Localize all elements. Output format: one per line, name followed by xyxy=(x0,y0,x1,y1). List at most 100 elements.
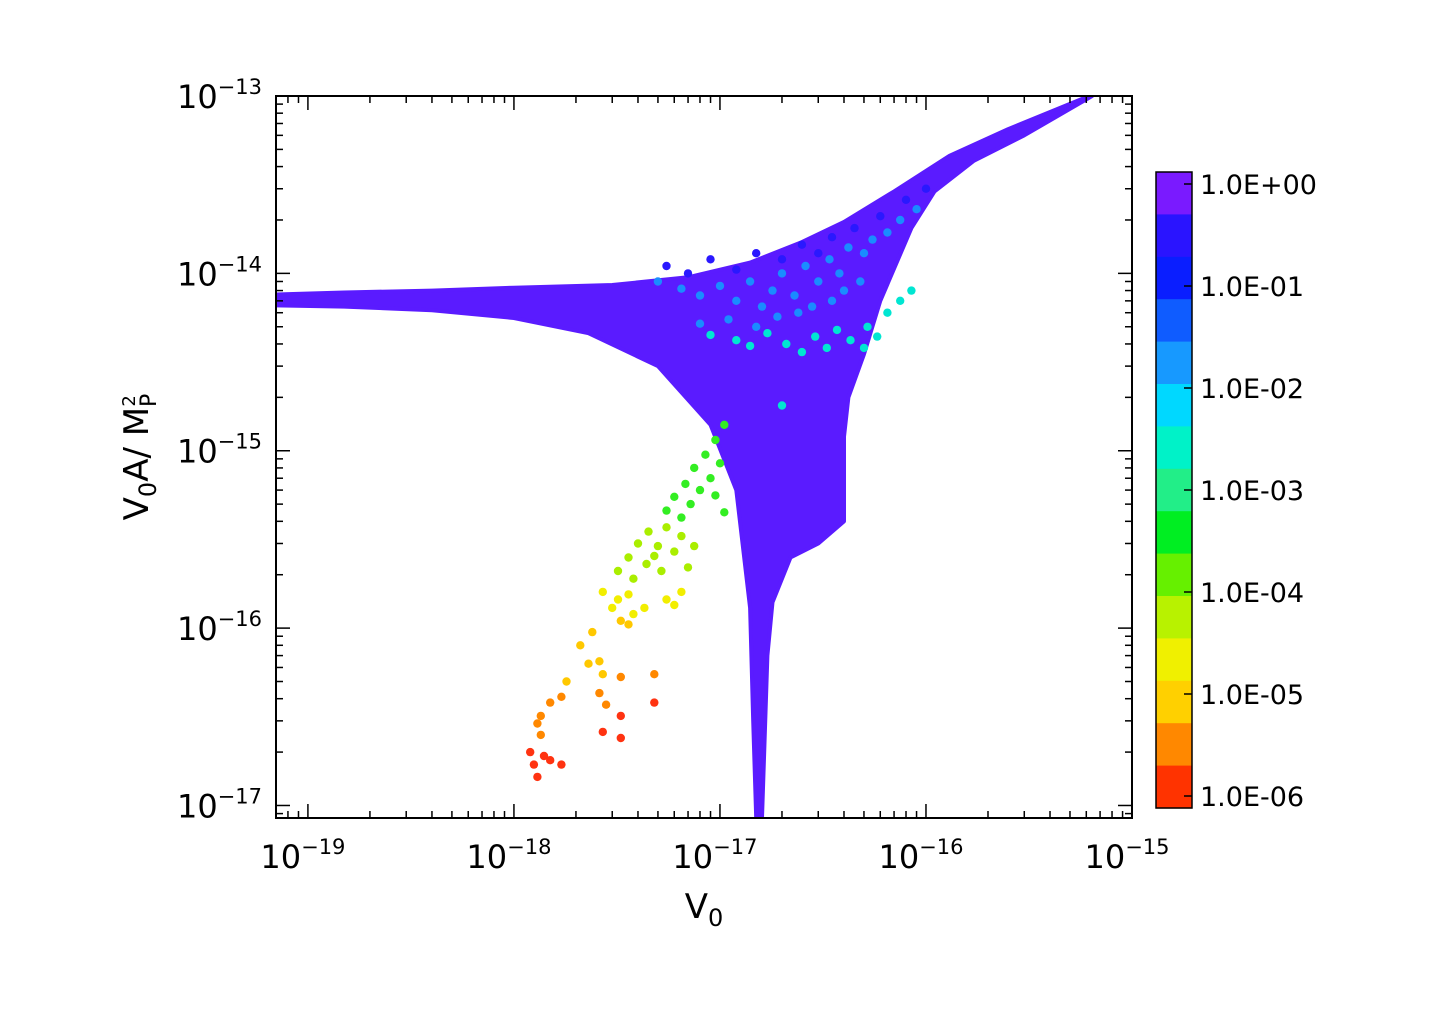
y-tick-base: 10 xyxy=(177,433,218,471)
y-tick-label-3: 10−14 xyxy=(177,252,262,293)
x-axis-label-base: V xyxy=(685,887,708,927)
scatter-point-8-2 xyxy=(557,692,566,701)
scatter-point-3-3 xyxy=(763,329,772,338)
data-layer xyxy=(276,96,1095,818)
x-tick-exp: −15 xyxy=(1125,835,1169,859)
y-tick-base: 10 xyxy=(177,610,218,648)
y-axis-label-sub2: P xyxy=(137,394,162,407)
scatter-point-5-6 xyxy=(690,541,699,551)
scatter-point-1-7 xyxy=(814,249,823,258)
scatter-point-2-13 xyxy=(835,269,844,278)
scatter-point-1-2 xyxy=(706,255,715,264)
scatter-point-9-7 xyxy=(529,760,539,769)
colorbar-swatch-11 xyxy=(1156,638,1192,682)
scatter-point-2-16 xyxy=(868,235,877,244)
scatter-point-4-8 xyxy=(670,492,679,501)
scatter-point-1-11 xyxy=(901,195,911,204)
scatter-point-6-7 xyxy=(677,587,686,597)
y-tick-exp: −16 xyxy=(218,607,262,631)
scatter-point-5-5 xyxy=(670,547,679,556)
scatter-point-2-18 xyxy=(896,215,905,225)
scatter-point-2-25 xyxy=(807,302,817,311)
scatter-point-4-9 xyxy=(686,499,695,509)
scatter-point-5-3 xyxy=(633,539,643,548)
scatter-point-8-7 xyxy=(533,719,542,728)
scatter-point-2-7 xyxy=(768,286,777,295)
scatter-point-4-5 xyxy=(706,474,715,483)
y-axis-label-sub: 0 xyxy=(134,482,162,497)
scatter-point-1-5 xyxy=(777,255,787,264)
x-tick-label-3: 10−16 xyxy=(878,835,963,876)
scatter-point-4-4 xyxy=(715,459,725,468)
scatter-point-2-1 xyxy=(677,284,686,293)
scatter-point-5-7 xyxy=(624,553,633,562)
y-tick-exp: −14 xyxy=(218,252,262,276)
scatter-point-6-0 xyxy=(598,587,607,597)
colorbar-label-4: 1.0E-04 xyxy=(1200,578,1304,609)
scatter-point-1-6 xyxy=(797,240,807,249)
scatter-point-4-6 xyxy=(681,479,690,489)
scatter-point-7-4 xyxy=(624,620,633,629)
colorbar-label-1: 1.0E-01 xyxy=(1200,272,1304,303)
plot-frame xyxy=(275,95,1133,819)
x-axis-label: V0 xyxy=(685,887,724,932)
y-axis-label-base: V xyxy=(117,497,157,520)
scatter-point-4-11 xyxy=(720,508,729,517)
colorbar-label-6: 1.0E-06 xyxy=(1200,782,1304,813)
colorbar-swatch-10 xyxy=(1156,596,1192,639)
scatter-point-4-3 xyxy=(690,463,699,473)
colorbar-swatch-6 xyxy=(1156,426,1192,470)
y-axis-label-sup2: 2 xyxy=(119,395,140,406)
scatter-point-5-13 xyxy=(683,563,693,572)
colorbar: 1.0E+00 1.0E-01 1.0E-02 1.0E-03 1.0E-04 1.0E-… xyxy=(1155,170,1317,813)
scatter-point-2-0 xyxy=(653,277,663,286)
scatter-point-2-23 xyxy=(773,312,782,321)
scatter-point-4-1 xyxy=(711,435,720,445)
scatter-point-1-9 xyxy=(850,223,859,233)
scatter-point-2-11 xyxy=(814,277,823,286)
y-tick-base: 10 xyxy=(177,787,218,825)
scatter-point-7-6 xyxy=(598,670,607,679)
colorbar-swatch-5 xyxy=(1156,384,1192,427)
scatter-point-3-8 xyxy=(832,325,842,335)
scatter-point-2-15 xyxy=(859,249,869,258)
scatter-point-3-15 xyxy=(907,286,916,295)
x-tick-exp: −18 xyxy=(507,835,551,859)
scatter-point-7-2 xyxy=(595,657,604,666)
scatter-point-9-1 xyxy=(616,711,625,721)
scatter-point-3-12 xyxy=(873,332,882,341)
scatter-point-2-12 xyxy=(825,255,834,264)
scatter-point-1-1 xyxy=(683,269,693,278)
x-tick-exp: −19 xyxy=(301,835,345,859)
scatter-point-8-3 xyxy=(546,698,555,707)
scatter-point-2-8 xyxy=(777,269,787,278)
colorbar-swatch-4 xyxy=(1156,341,1192,385)
scatter-point-6-4 xyxy=(608,603,617,613)
colorbar-label-5: 1.0E-05 xyxy=(1200,680,1304,711)
scatter-point-6-1 xyxy=(613,595,623,604)
scatter-point-5-2 xyxy=(677,531,686,541)
scatter-point-5-0 xyxy=(644,527,653,536)
scatter-point-2-20 xyxy=(695,319,705,328)
x-tick-base: 10 xyxy=(878,838,919,876)
scatter-point-7-0 xyxy=(588,627,597,637)
scatter-point-6-3 xyxy=(640,603,649,613)
colorbar-label-0: 1.0E+00 xyxy=(1200,170,1317,201)
scatter-point-6-2 xyxy=(624,590,633,599)
scatter-point-8-1 xyxy=(616,672,625,682)
colorbar-swatch-3 xyxy=(1156,299,1192,343)
scatter-point-2-10 xyxy=(801,261,810,271)
scatter-point-8-6 xyxy=(650,670,659,679)
scatter-point-9-8 xyxy=(557,760,566,769)
scatter-point-3-16 xyxy=(777,401,787,410)
y-axis-label: V0A/ MP2 xyxy=(117,394,162,521)
x-tick-base: 10 xyxy=(1084,838,1125,876)
colorbar-swatch-13 xyxy=(1156,723,1192,767)
scatter-point-5-11 xyxy=(629,574,638,583)
scatter-point-7-7 xyxy=(562,677,571,686)
scatter-point-7-3 xyxy=(616,616,625,625)
scatter-point-3-10 xyxy=(859,343,869,353)
scatter-point-5-8 xyxy=(642,559,651,569)
scatter-point-9-2 xyxy=(598,727,607,737)
